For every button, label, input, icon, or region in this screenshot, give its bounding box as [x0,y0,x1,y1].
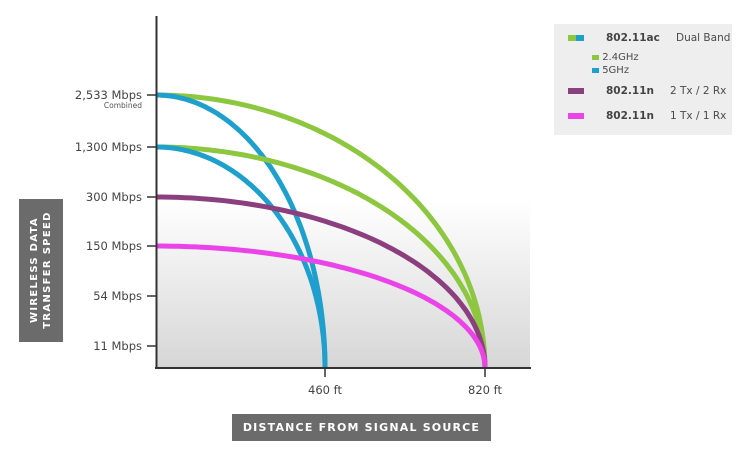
legend-sub-5ghz: 5GHz [592,65,629,76]
x-tick-label: 820 ft [468,383,502,397]
y-tick-label: 300 Mbps [86,190,142,204]
legend-swatch-80211ac-blue [576,35,584,41]
legend-note: Dual Band [676,32,731,44]
legend-swatch-80211n-1x1 [568,113,584,119]
y-tick-label: 54 Mbps [93,289,142,303]
series-curve-5ghz [156,92,328,368]
y-tick-sublabel: Combined [104,101,142,110]
legend-name: 802.11n [606,110,654,122]
y-axis-title: WIRELESS DATA TRANSFER SPEED [19,199,63,342]
legend-sub-24ghz: 2.4GHz [592,52,639,63]
legend-sub-label: 5GHz [602,65,630,76]
y-axis-title-line-1: WIRELESS DATA [29,217,40,323]
x-axis-title: DISTANCE FROM SIGNAL SOURCE [232,414,491,441]
legend-swatch-80211n-2x2 [568,88,584,94]
legend: 802.11ac Dual Band 2.4GHz 5GHz 802.11n 2… [554,24,732,135]
series-curve-2-4ghz [156,144,488,369]
series-curve-2-4ghz [156,92,488,369]
y-tick-label: 150 Mbps [86,239,142,253]
y-tick-label: 11 Mbps [93,339,142,353]
legend-note: 1 Tx / 1 Rx [670,110,727,122]
legend-name: 802.11ac [606,32,660,44]
series-curve-5ghz [156,144,328,368]
legend-sub-swatch [592,67,599,73]
y-tick-label: 2,533 Mbps [75,88,142,102]
series-curve-802-11n-2-tx-2-rx [156,194,488,369]
legend-sub-swatch [592,54,599,60]
legend-swatch-80211ac-green [568,35,576,41]
series-curve-802-11n-1-tx-1-rx [156,243,488,369]
legend-name: 802.11n [606,85,654,97]
x-tick-label: 460 ft [308,383,342,397]
y-axis-title-line-2: TRANSFER SPEED [42,211,53,329]
y-tick-label: 1,300 Mbps [75,140,142,154]
legend-sub-label: 2.4GHz [602,52,639,63]
legend-note: 2 Tx / 2 Rx [670,85,727,97]
